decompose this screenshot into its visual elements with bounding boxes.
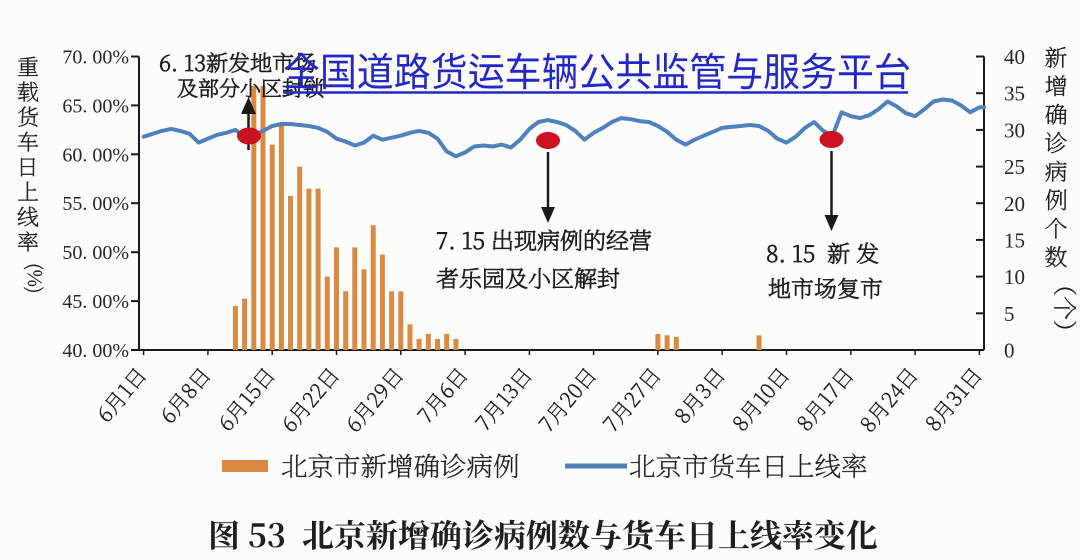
svg-text:55. 00%: 55. 00% [62, 193, 129, 215]
svg-text:15: 15 [1004, 228, 1025, 252]
svg-text:40: 40 [1004, 45, 1025, 69]
svg-text:5: 5 [1004, 302, 1015, 326]
svg-text:35: 35 [1004, 82, 1025, 106]
svg-text:25: 25 [1004, 155, 1025, 179]
svg-text:60. 00%: 60. 00% [62, 144, 129, 166]
svg-text:45. 00%: 45. 00% [62, 291, 129, 313]
svg-text:65. 00%: 65. 00% [62, 95, 129, 117]
svg-text:20: 20 [1004, 192, 1025, 216]
svg-text:50. 00%: 50. 00% [62, 242, 129, 264]
svg-text:10: 10 [1004, 265, 1025, 289]
svg-text:0: 0 [1004, 339, 1015, 363]
svg-text:30: 30 [1004, 118, 1025, 142]
svg-text:40. 00%: 40. 00% [62, 340, 129, 362]
svg-text:70. 00%: 70. 00% [62, 47, 129, 69]
